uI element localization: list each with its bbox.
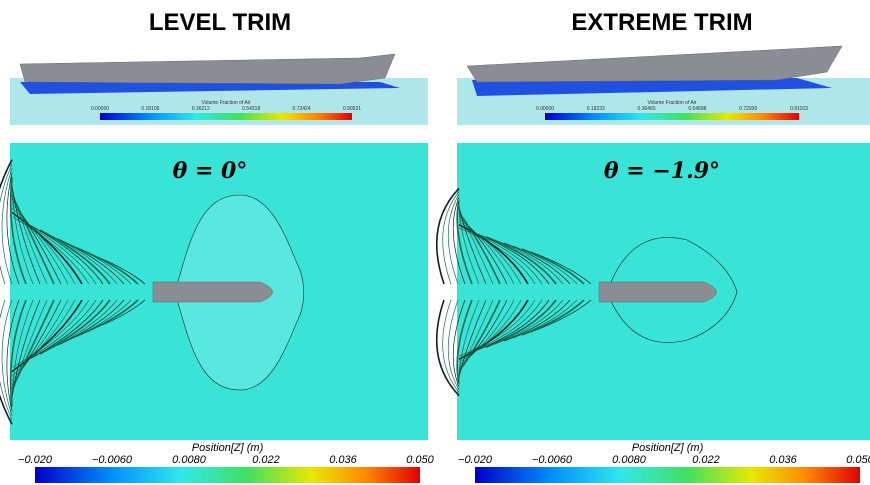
z-tick-label: 0.050 — [846, 454, 870, 466]
z-tick-label: 0.050 — [406, 454, 434, 466]
air-tick-label: 0.72930 — [739, 106, 757, 112]
panel-title: EXTREME TRIM — [571, 9, 752, 36]
trim-angle: θ = 0° — [173, 158, 248, 184]
air-colorbar — [100, 113, 352, 120]
wave-contour — [437, 300, 459, 396]
air-tick-label: 0.90531 — [343, 106, 361, 112]
z-tick-label: −0.0060 — [532, 454, 573, 466]
z-tick-label: 0.022 — [692, 454, 720, 466]
trim-angle: θ = −1.9° — [604, 158, 720, 184]
air-tick-label: 0.54698 — [688, 106, 706, 112]
z-tick-label: −0.020 — [18, 454, 53, 466]
air-tick-label: 0.91163 — [790, 106, 808, 112]
z-tick-label: 0.022 — [252, 454, 280, 466]
air-tick-label: 0.00000 — [91, 106, 109, 112]
z-colorbar — [475, 467, 860, 483]
air-tick-label: 0.36465 — [638, 106, 656, 112]
hull — [467, 46, 842, 82]
z-colorbar-label: Position[Z] (m) — [192, 442, 264, 454]
z-tick-label: 0.036 — [769, 454, 797, 466]
air-tick-label: 0.36212 — [192, 106, 210, 112]
z-colorbar — [35, 467, 420, 483]
ship-plan — [599, 282, 717, 302]
ship-plan — [153, 282, 273, 302]
z-tick-label: 0.0080 — [172, 454, 207, 466]
z-tick-label: −0.0060 — [92, 454, 133, 466]
z-tick-label: −0.020 — [458, 454, 493, 466]
air-colorbar — [545, 113, 799, 120]
z-colorbar-label: Position[Z] (m) — [632, 442, 704, 454]
air-tick-label: 0.00000 — [536, 106, 554, 112]
wave-contour — [437, 188, 459, 284]
panel-title: LEVEL TRIM — [149, 9, 291, 36]
air-tick-label: 0.54318 — [242, 106, 260, 112]
air-tick-label: 0.18106 — [141, 106, 159, 112]
figure: LEVEL TRIMVolume Fraction of Air0.000000… — [0, 0, 870, 485]
z-tick-label: 0.036 — [329, 454, 357, 466]
z-tick-label: 0.0080 — [612, 454, 647, 466]
hull — [20, 54, 395, 84]
air-tick-label: 0.18233 — [587, 106, 605, 112]
air-tick-label: 0.72424 — [293, 106, 311, 112]
